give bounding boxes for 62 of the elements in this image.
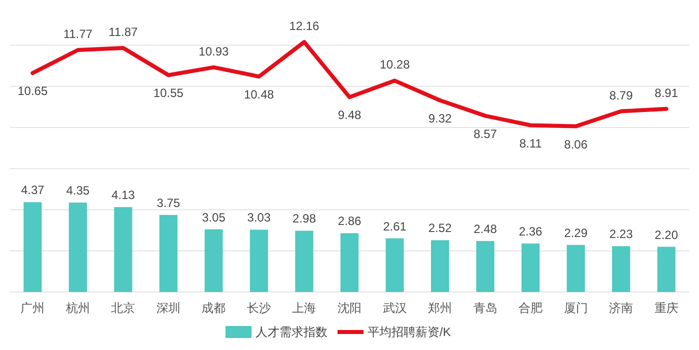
bar: [24, 202, 42, 292]
data-label: 2.98: [292, 212, 316, 226]
bar: [657, 246, 676, 292]
x-tick-label: 沈阳: [338, 301, 362, 315]
data-label: 10.28: [380, 58, 410, 72]
data-label: 10.65: [18, 84, 48, 98]
data-label: 3.03: [247, 210, 271, 225]
bar: [295, 230, 314, 292]
x-tick-label: 杭州: [64, 301, 90, 315]
data-label: 2.20: [654, 228, 678, 242]
x-tick-label: 郑州: [428, 301, 452, 315]
data-label: 3.75: [156, 196, 180, 210]
x-tick-label: 重庆: [654, 301, 678, 315]
data-label: 4.35: [66, 184, 90, 198]
data-label: 11.77: [63, 27, 93, 42]
bar: [612, 246, 630, 292]
data-label: 8.11: [519, 136, 542, 150]
data-label: 4.13: [111, 188, 136, 202]
bar: [114, 207, 132, 292]
data-label: 2.48: [474, 222, 498, 236]
data-label: 2.29: [564, 226, 588, 240]
x-tick-label: 长沙: [246, 301, 271, 315]
data-label: 3.05: [202, 210, 226, 224]
data-label: 8.06: [564, 137, 588, 152]
data-label: 8.57: [474, 126, 498, 141]
data-label: 2.36: [518, 224, 543, 238]
legend-label: 人才需求指数: [256, 325, 328, 339]
bar: [476, 241, 494, 292]
data-label: 8.79: [609, 88, 634, 102]
data-label: 2.61: [383, 219, 407, 234]
data-label: 4.37: [20, 183, 45, 198]
bar: [566, 244, 585, 292]
x-tick-label: 北京: [111, 301, 136, 315]
x-tick-label: 武汉: [382, 301, 407, 315]
data-label: 8.91: [654, 86, 678, 100]
bar: [340, 233, 359, 292]
bar: [386, 238, 404, 292]
data-label: 10.93: [198, 44, 230, 58]
x-tick-label: 厦门: [564, 301, 588, 315]
data-label: 9.32: [428, 111, 452, 126]
data-label: 12.16: [289, 19, 320, 33]
bar: [522, 243, 540, 292]
x-tick-label: 成都: [202, 301, 226, 315]
data-label: 10.55: [153, 86, 184, 100]
bar: [68, 202, 87, 292]
bar: [250, 230, 268, 292]
x-tick-label: 深圳: [156, 301, 180, 315]
data-label: 2.52: [428, 221, 452, 236]
x-tick-label: 合肥: [518, 301, 543, 315]
data-label: 11.87: [108, 24, 138, 39]
bar: [159, 214, 178, 292]
data-label: 10.48: [244, 88, 274, 102]
x-tick-label: 广州: [20, 301, 45, 315]
x-tick-label: 上海: [292, 301, 316, 315]
bar: [430, 240, 450, 292]
legend-label: 平均招聘薪资/K: [368, 325, 451, 339]
x-tick-label: 济南: [609, 301, 634, 315]
data-label: 2.86: [338, 214, 362, 228]
data-label: 9.48: [338, 108, 362, 122]
bar: [204, 229, 223, 292]
x-tick-label: 青岛: [473, 301, 498, 315]
data-label: 2.23: [609, 227, 634, 242]
